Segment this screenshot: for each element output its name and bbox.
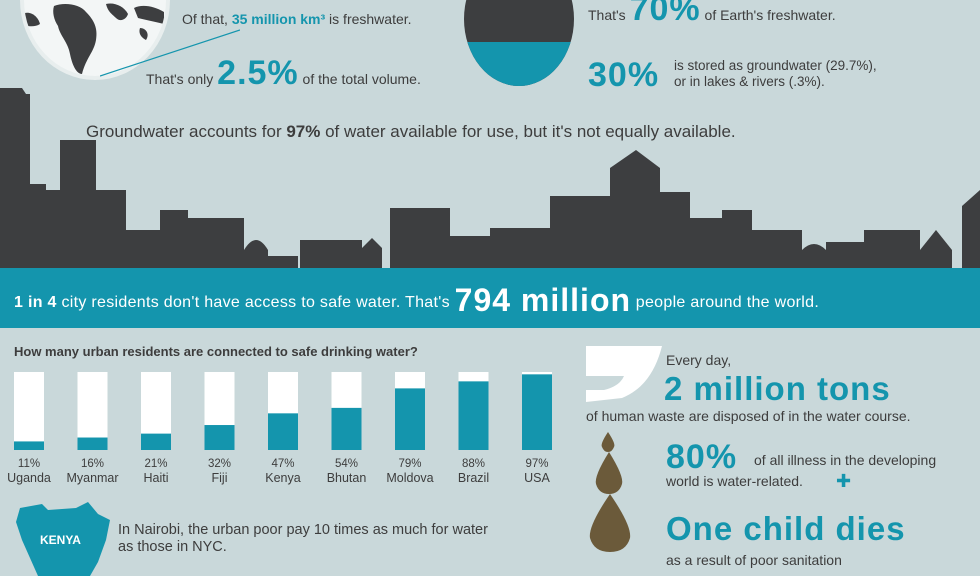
banner-big-number: 794 million (454, 282, 632, 318)
nairobi-line2: as those in NYC. (118, 539, 227, 556)
connection-bar-chart: 11%Uganda 16%Myanmar 21%Haiti 32%Fiji 47%Ken… (7, 372, 552, 485)
quote-mark-shape (586, 346, 662, 402)
groundwater-statement: Groundwater accounts for 97% of water av… (86, 122, 736, 142)
bar-category-label: Bhutan (327, 471, 367, 485)
bar-kenya (268, 413, 298, 450)
bar-value-label: 97% (525, 458, 548, 470)
bar-myanmar (77, 437, 108, 450)
everyday-label: Every day, (666, 352, 732, 368)
small-drop-icon (601, 432, 615, 452)
bar-moldova (395, 388, 425, 450)
groundwater-pct-bold: 97% (286, 122, 321, 141)
bar-category-label: Brazil (458, 471, 489, 485)
banner-suffix: people around the world. (631, 294, 820, 311)
nairobi-line1: In Nairobi, the urban poor pay 10 times … (118, 522, 488, 538)
nairobi-text: In Nairobi, the urban poor pay 10 times … (118, 522, 488, 557)
waste-description: of human waste are disposed of in the wa… (586, 408, 911, 424)
banner-line: 1 in 4 city residents don't have access … (14, 282, 819, 319)
bar-category-label: Haiti (143, 471, 168, 485)
bar-value-label: 21% (144, 458, 167, 470)
total-pct: 2.5% (217, 54, 299, 92)
groundwater-line2: or in lakes & rivers (.3%). (674, 74, 825, 89)
bar-category-label: Fiji (212, 471, 228, 485)
kenya-map-icon: KENYA (16, 502, 110, 576)
bar-track (77, 372, 108, 450)
total-prefix: That's only (146, 71, 218, 87)
bar-value-label: 88% (462, 458, 485, 470)
bar-category-label: Moldova (386, 471, 433, 485)
freshwater-split-circle (464, 0, 574, 86)
plus-icon: ✚ (836, 471, 852, 491)
illness-pct: 80% (666, 438, 738, 476)
access-banner: 1 in 4 city residents don't have access … (0, 268, 980, 328)
illness-line1: of all illness in the developing (754, 452, 937, 468)
icecap-suffix: of Earth's freshwater. (700, 7, 836, 23)
bar-category-label: Uganda (7, 471, 51, 485)
continents-icon (24, 3, 164, 74)
bar-brazil (458, 381, 489, 450)
pointer-line (100, 29, 240, 77)
freshwater-line: Of that, 35 million km³ is freshwater. (182, 11, 412, 27)
icecap-prefix: That's (588, 7, 630, 23)
bar-haiti (141, 433, 171, 450)
freshwater-amount: 35 million km³ (231, 11, 326, 27)
groundwater-prefix: Groundwater accounts for (86, 122, 287, 141)
waste-amount: 2 million tons (664, 370, 891, 407)
icecap-line: That's 70% of Earth's freshwater. (588, 0, 836, 26)
groundwater-fill (464, 42, 574, 86)
freshwater-suffix: is freshwater. (325, 11, 412, 27)
medium-drop-icon (595, 452, 623, 494)
chart-title: How many urban residents are connected t… (14, 344, 418, 359)
bar-track (14, 372, 44, 450)
total-suffix: of the total volume. (298, 71, 421, 87)
bar-bhutan (331, 407, 362, 450)
groundwater-suffix: of water available for use, but it's not… (320, 122, 736, 141)
city-skyline (0, 88, 980, 270)
bar-value-label: 54% (335, 458, 358, 470)
bar-value-label: 16% (81, 458, 104, 470)
illness-line2: world is water-related. (666, 473, 803, 489)
groundwater-pct: 30% (588, 56, 660, 94)
bar-category-label: Myanmar (66, 471, 118, 485)
bar-category-label: USA (524, 471, 550, 485)
bar-uganda (14, 441, 44, 450)
bar-value-label: 11% (18, 458, 40, 470)
bar-value-label: 79% (398, 458, 421, 470)
banner-middle: city residents don't have access to safe… (56, 294, 455, 311)
icecap-pct: 70% (629, 0, 701, 28)
freshwater-prefix: Of that, (182, 11, 232, 27)
kenya-label: KENYA (40, 533, 81, 547)
banner-prefix: 1 in 4 (14, 294, 57, 311)
groundwater-line1: is stored as groundwater (29.7%), (674, 58, 877, 73)
bar-fiji (204, 425, 235, 450)
bar-usa (522, 374, 552, 450)
sanitation-line: as a result of poor sanitation (666, 552, 842, 568)
bar-category-label: Kenya (265, 471, 300, 485)
bar-value-label: 47% (271, 458, 294, 470)
large-drop-icon (589, 494, 631, 552)
child-headline: One child dies (666, 510, 906, 547)
bar-value-label: 32% (208, 458, 231, 470)
globe-illustration (20, 0, 170, 80)
total-volume-line: That's only 2.5% of the total volume. (146, 56, 421, 90)
